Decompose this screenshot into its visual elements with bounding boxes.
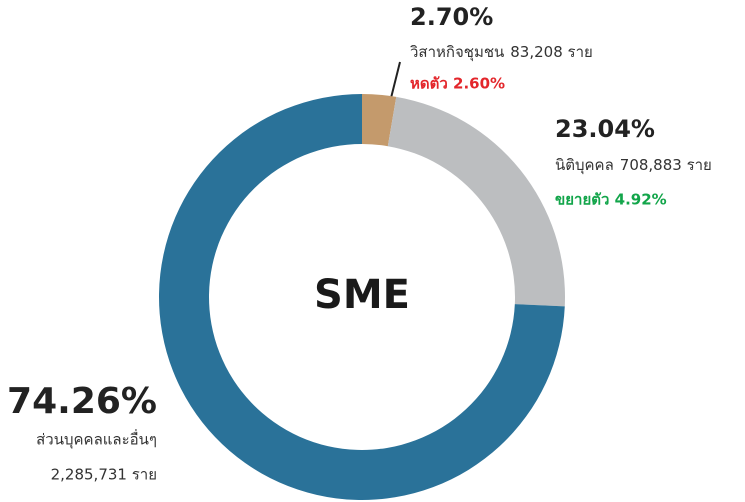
count: 2,285,731 ราย xyxy=(51,466,157,484)
category-name: ส่วนบุคคลและอื่นๆ xyxy=(36,429,157,450)
value-label: 2.70% xyxy=(410,3,493,31)
change-label: ขยายตัว 4.92% xyxy=(555,191,667,209)
value-label: 23.04% xyxy=(555,115,655,143)
category-label: นิติบุคคล 708,883 ราย xyxy=(555,156,712,175)
category-label: วิสาหกิจชุมชน 83,208 ราย xyxy=(409,43,592,62)
value-label: 74.26% xyxy=(7,381,157,422)
donut-slice xyxy=(362,94,397,147)
chart-title: SME xyxy=(314,272,410,318)
count: 708,883 ราย xyxy=(620,156,712,174)
count: 83,208 ราย xyxy=(510,43,593,61)
donut-slice xyxy=(387,96,565,307)
change-label: หดตัว 2.60% xyxy=(410,75,505,93)
category-name: นิติบุคคล xyxy=(555,156,614,175)
category-name: วิสาหกิจชุมชน xyxy=(409,43,504,62)
